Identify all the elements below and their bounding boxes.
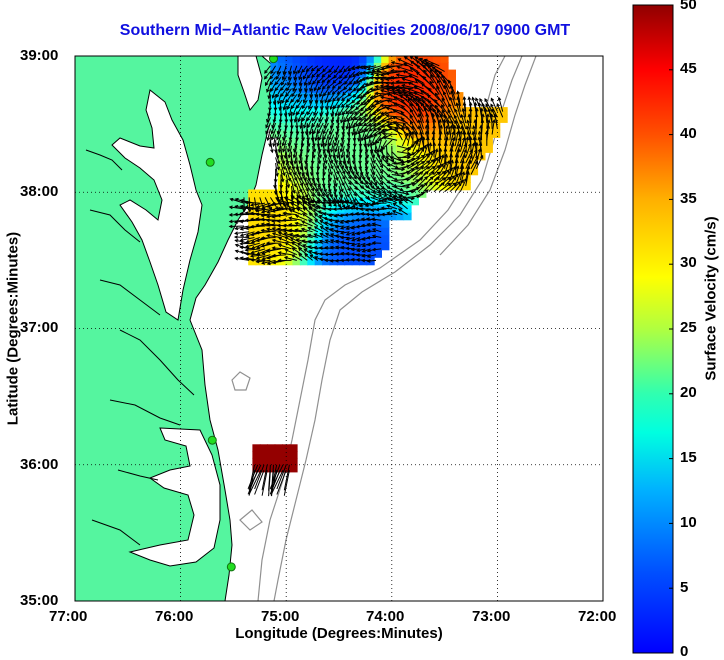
y-tick-label: 35:00 — [20, 592, 58, 609]
velocity-cell — [374, 220, 382, 228]
velocity-arrow — [381, 105, 397, 106]
velocity-cell — [381, 242, 389, 250]
velocity-cell — [248, 190, 256, 198]
velocity-cell — [252, 444, 260, 452]
x-tick-label: 76:00 — [155, 608, 193, 625]
colorbar-tick-label: 5 — [680, 579, 688, 596]
velocity-cell — [289, 458, 297, 466]
colorbar-tick-label: 25 — [680, 319, 697, 336]
y-tick-label: 39:00 — [20, 47, 58, 64]
colorbar-tick-label: 35 — [680, 190, 697, 207]
velocity-cell — [352, 145, 360, 153]
velocity-cell — [389, 145, 397, 153]
velocity-cell — [289, 465, 297, 473]
velocity-cell — [267, 465, 275, 473]
velocity-arrow — [246, 203, 260, 204]
velocity-arrow — [230, 226, 244, 227]
y-tick-label: 36:00 — [20, 456, 58, 473]
velocity-cell — [448, 70, 456, 78]
velocity-arrow — [281, 175, 282, 188]
velocity-arrow — [313, 169, 314, 181]
colorbar-tick-label: 40 — [680, 125, 697, 142]
velocity-cell — [252, 451, 260, 459]
y-axis-label: Latitude (Degrees:Minutes) — [5, 164, 22, 494]
velocity-arrow — [386, 66, 402, 67]
velocity-cell — [260, 444, 268, 452]
velocity-arrow — [360, 135, 361, 147]
colorbar-tick-label: 0 — [680, 643, 688, 660]
velocity-cell — [485, 145, 493, 153]
velocity-cell — [256, 190, 264, 198]
colorbar — [633, 5, 673, 653]
velocity-cell — [275, 444, 283, 452]
x-tick-label: 77:00 — [49, 608, 87, 625]
velocity-arrow — [235, 237, 249, 238]
x-tick-label: 73:00 — [472, 608, 510, 625]
velocity-arrow — [318, 135, 319, 147]
velocity-cell — [267, 451, 275, 459]
velocity-cell — [293, 257, 301, 265]
velocity-cell — [248, 257, 256, 265]
velocity-cell — [289, 444, 297, 452]
velocity-cell — [263, 190, 271, 198]
radar-station-marker — [206, 158, 214, 166]
x-tick-label: 75:00 — [261, 608, 299, 625]
velocity-arrow — [318, 157, 319, 169]
velocity-arrow — [391, 77, 407, 78]
y-tick-label: 37:00 — [20, 319, 58, 336]
velocity-cell — [270, 62, 278, 70]
velocity-cell — [500, 115, 508, 123]
velocity-arrow — [370, 89, 386, 90]
colorbar-tick-label: 15 — [680, 449, 697, 466]
velocity-cell — [275, 451, 283, 459]
y-tick-label: 38:00 — [20, 183, 58, 200]
colorbar-tick-label: 30 — [680, 254, 697, 271]
colorbar-tick-label: 20 — [680, 384, 697, 401]
velocity-cell — [485, 137, 493, 145]
radar-station-marker — [208, 436, 216, 444]
velocity-cell — [381, 227, 389, 235]
colorbar-tick-label: 10 — [680, 514, 697, 531]
velocity-cell — [492, 130, 500, 138]
velocity-cell — [381, 220, 389, 228]
velocity-cell — [278, 115, 286, 123]
velocity-cell — [440, 62, 448, 70]
colorbar-label: Surface Velocity (cm/s) — [703, 149, 720, 449]
velocity-cell — [260, 451, 268, 459]
radar-station-marker — [227, 563, 235, 571]
velocity-cell — [267, 444, 275, 452]
velocity-arrow — [249, 197, 250, 211]
velocity-cell — [381, 235, 389, 243]
velocity-arrow — [240, 243, 254, 244]
colorbar-tick-label: 50 — [680, 0, 697, 13]
x-tick-label: 74:00 — [366, 608, 404, 625]
velocity-arrow — [262, 238, 276, 239]
colorbar-tick-label: 45 — [680, 60, 697, 77]
x-tick-label: 72:00 — [578, 608, 616, 625]
velocity-arrow — [328, 140, 329, 152]
x-axis-label: Longitude (Degrees:Minutes) — [74, 625, 604, 642]
velocity-cell — [289, 451, 297, 459]
